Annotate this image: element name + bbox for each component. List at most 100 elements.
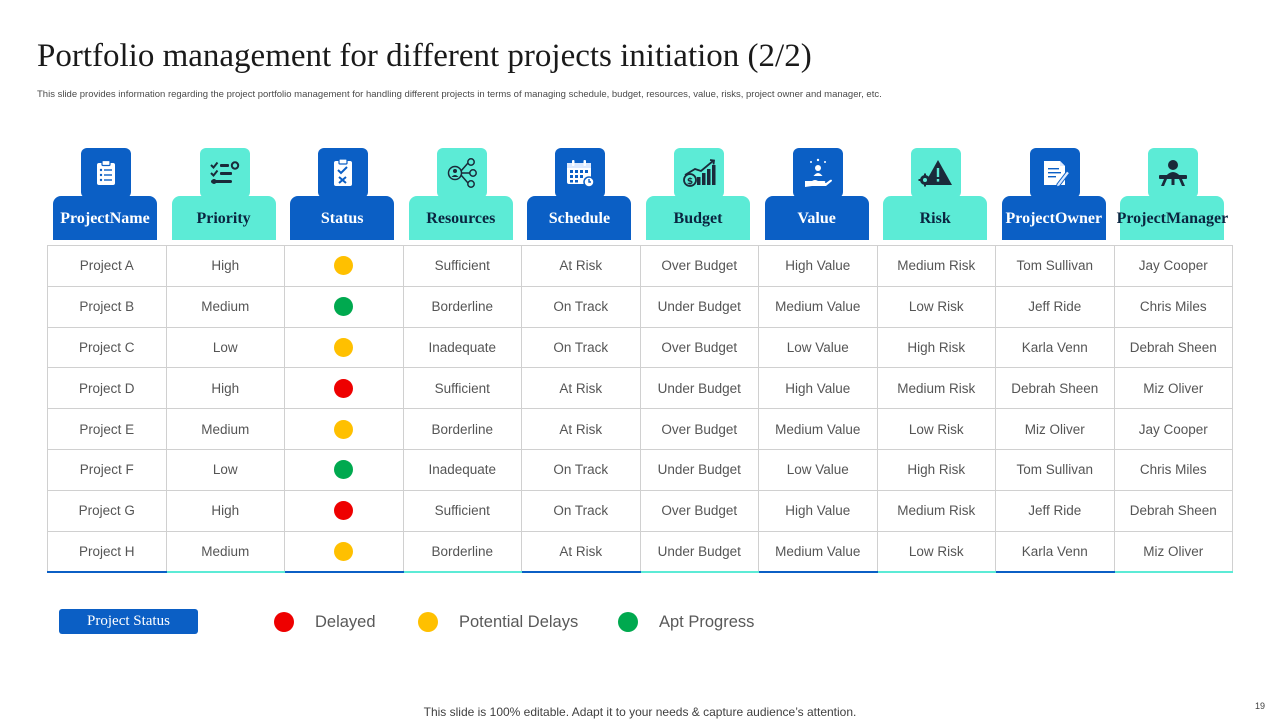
header-risk: Risk [877, 147, 996, 241]
budget-cell: Over Budget [639, 245, 759, 287]
resources-cell: Sufficient [402, 245, 522, 287]
header-label: Status [290, 196, 395, 240]
manager-cell: Jay Cooper [1113, 408, 1233, 450]
schedule-cell: At Risk [521, 367, 641, 410]
amber-status-dot [418, 612, 438, 632]
table-row: Project B Medium Borderline On Track Under B… [47, 285, 1233, 328]
resources-cell: Inadequate [402, 326, 522, 369]
header-label: Project Owner [1001, 196, 1106, 240]
header-label: Risk [883, 196, 988, 240]
header-status: Status [284, 147, 403, 241]
manager-cell: Jay Cooper [1113, 245, 1233, 287]
slide-title: Portfolio management for different proje… [37, 38, 812, 74]
table-row: Project C Low Inadequate On Track Over Budge… [47, 326, 1233, 369]
manager-cell: Chris Miles [1113, 285, 1233, 328]
header-label: Schedule [527, 196, 632, 240]
page-number: 19 [1254, 701, 1265, 711]
budget-cell: Under Budget [639, 285, 759, 328]
header-schedule: Schedule [521, 147, 640, 241]
manager-cell: Debrah Sheen [1113, 326, 1233, 369]
owner-cell: Tom Sullivan [995, 245, 1115, 287]
project-name-cell: Project H [47, 530, 167, 574]
warning-gear-icon [911, 148, 962, 198]
green-status-dot [618, 612, 638, 632]
value-cell: Medium Value [758, 408, 878, 450]
status-cell [284, 245, 404, 287]
status-cell [284, 489, 404, 532]
header-label: Project Name [53, 196, 157, 240]
owner-cell: Karla Venn [995, 530, 1115, 574]
calendar-icon [555, 148, 606, 198]
green-status-dot [334, 460, 354, 480]
project-name-cell: Project E [47, 408, 167, 450]
project-name-cell: Project A [47, 245, 167, 287]
network-resources-icon [436, 148, 487, 198]
table-row: Project G High Sufficient On Track Over Budg… [47, 489, 1233, 532]
clipboard-list-icon [81, 148, 131, 198]
hand-value-icon [792, 148, 843, 198]
status-cell [284, 448, 404, 491]
status-cell [284, 326, 404, 369]
risk-cell: High Risk [876, 448, 996, 491]
checklist-clipboard-icon [318, 148, 369, 198]
header-project-owner: Project Owner [996, 147, 1115, 241]
header-label: Project Manager [1117, 196, 1228, 240]
status-cell [284, 285, 404, 328]
resources-cell: Inadequate [402, 448, 522, 491]
project-name-cell: Project C [47, 326, 167, 369]
legend-item-potential-delays: Potential Delays [418, 611, 578, 633]
risk-cell: Medium Risk [876, 367, 996, 410]
table-row: Project E Medium Borderline At Risk Over Bud… [47, 408, 1233, 450]
legend-label: Apt Progress [659, 612, 755, 631]
project-status-legend-title: Project Status [59, 609, 198, 634]
red-status-dot [334, 378, 354, 398]
portfolio-table: Project A High Sufficient At Risk Over Budge… [47, 245, 1233, 574]
header-label: Resources [408, 196, 513, 240]
owner-cell: Tom Sullivan [995, 448, 1115, 491]
risk-cell: Medium Risk [876, 489, 996, 532]
value-cell: Low Value [758, 326, 878, 369]
project-name-cell: Project B [47, 285, 167, 328]
amber-status-dot [334, 541, 354, 561]
value-cell: Medium Value [758, 530, 878, 574]
header-label: Value [764, 196, 869, 240]
red-status-dot [334, 501, 354, 521]
slide-footer: This slide is 100% editable. Adapt it to… [423, 705, 857, 719]
schedule-cell: On Track [521, 326, 641, 369]
table-row: Project F Low Inadequate On Track Under Budg… [47, 448, 1233, 491]
schedule-cell: On Track [521, 448, 641, 491]
risk-cell: Medium Risk [876, 245, 996, 287]
priority-cell: High [165, 367, 285, 410]
amber-status-dot [334, 337, 354, 357]
status-cell [284, 367, 404, 410]
amber-status-dot [334, 256, 354, 276]
header-resources: Resources [403, 147, 522, 241]
manager-cell: Miz Oliver [1113, 367, 1233, 410]
owner-cell: Karla Venn [995, 326, 1115, 369]
value-cell: Medium Value [758, 285, 878, 328]
slide-subtitle: This slide provides information regardin… [37, 89, 882, 100]
project-name-cell: Project F [47, 448, 167, 491]
resources-cell: Borderline [402, 285, 522, 328]
value-cell: High Value [758, 245, 878, 287]
priority-cell: Low [165, 326, 285, 369]
header-priority: Priority [166, 147, 285, 241]
budget-cell: Under Budget [639, 367, 759, 410]
schedule-cell: At Risk [521, 245, 641, 287]
money-growth-chart-icon: $ [674, 148, 724, 198]
manager-desk-icon [1148, 148, 1199, 198]
manager-cell: Miz Oliver [1113, 530, 1233, 574]
owner-cell: Jeff Ride [995, 489, 1115, 532]
owner-cell: Miz Oliver [995, 408, 1115, 450]
schedule-cell: At Risk [521, 530, 641, 574]
budget-cell: Under Budget [639, 448, 759, 491]
header-label: Priority [171, 196, 276, 240]
risk-cell: Low Risk [876, 285, 996, 328]
value-cell: High Value [758, 489, 878, 532]
owner-cell: Debrah Sheen [995, 367, 1115, 410]
priority-cell: High [165, 245, 285, 287]
header-budget: $ Budget [640, 147, 759, 241]
legend-label: Potential Delays [459, 612, 579, 631]
priority-cell: High [165, 489, 285, 532]
budget-cell: Over Budget [639, 326, 759, 369]
